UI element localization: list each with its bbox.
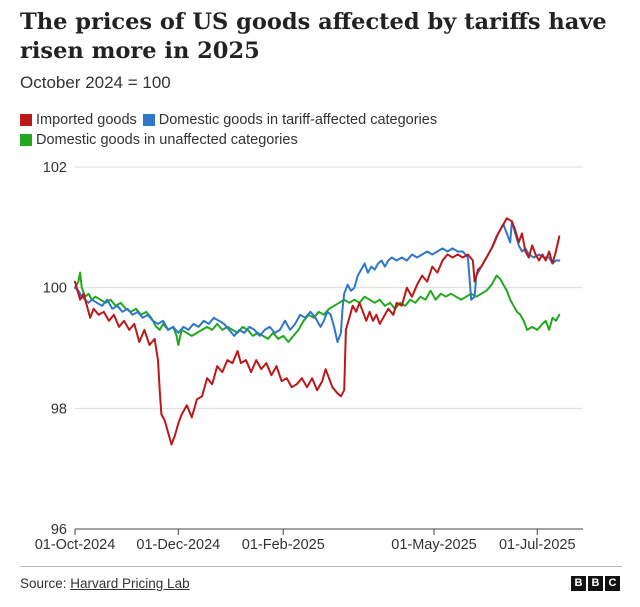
y-tick-label-102: 102 [43,160,67,176]
bbc-logo-block-2: B [588,576,603,591]
legend-row-1: Imported goods Domestic goods in tariff-… [20,110,620,130]
bbc-logo-block-1: B [571,576,586,591]
footer-divider [20,566,622,567]
source-link[interactable]: Harvard Pricing Lab [70,576,190,591]
legend-item-imported: Imported goods [20,110,137,130]
source-note: Source: Harvard Pricing Lab [20,576,190,591]
legend-label-domestic-unaffected: Domestic goods in unaffected categories [36,132,298,148]
y-axis: 102 100 98 96 [43,160,67,538]
legend-item-domestic-affected: Domestic goods in tariff-affected catego… [142,110,438,130]
x-tick-label-3: 01-May-2025 [391,537,476,553]
legend: Imported goods Domestic goods in tariff-… [20,110,620,150]
y-tick-label-96: 96 [51,522,67,538]
y-tick-label-100: 100 [43,281,67,297]
series-line-domestic-unaffected [74,271,561,346]
x-tick-label-0: 01-Oct-2024 [35,537,116,553]
legend-swatch-imported [20,114,32,126]
chart-subtitle: October 2024 = 100 [20,73,171,92]
legend-row-2: Domestic goods in unaffected categories [20,130,620,150]
series-line-imported [74,217,561,446]
legend-item-domestic-unaffected: Domestic goods in unaffected categories [20,130,298,150]
source-prefix: Source: [20,576,71,591]
bbc-logo: B B C [571,576,620,591]
chart-title: The prices of US goods affected by tarif… [20,9,607,64]
legend-label-imported: Imported goods [36,112,137,128]
grid-layer [75,166,583,530]
legend-label-domestic-affected: Domestic goods in tariff-affected catego… [158,112,438,128]
series-line-domestic-affected [74,220,561,343]
y-tick-label-98: 98 [51,401,67,417]
x-tick-label-1: 01-Dec-2024 [136,537,220,553]
line-chart: 01-Oct-2024 01-Dec-2024 01-Feb-2025 01-May-… [35,160,583,553]
bbc-logo-block-3: C [605,576,620,591]
x-tick-label-4: 01-Jul-2025 [499,537,576,553]
legend-swatch-domestic-unaffected [20,134,32,146]
x-tick-label-2: 01-Feb-2025 [242,537,325,553]
series-layer [74,217,561,446]
x-axis: 01-Oct-2024 01-Dec-2024 01-Feb-2025 01-May-… [35,528,583,553]
legend-swatch-domestic-affected [142,114,155,126]
